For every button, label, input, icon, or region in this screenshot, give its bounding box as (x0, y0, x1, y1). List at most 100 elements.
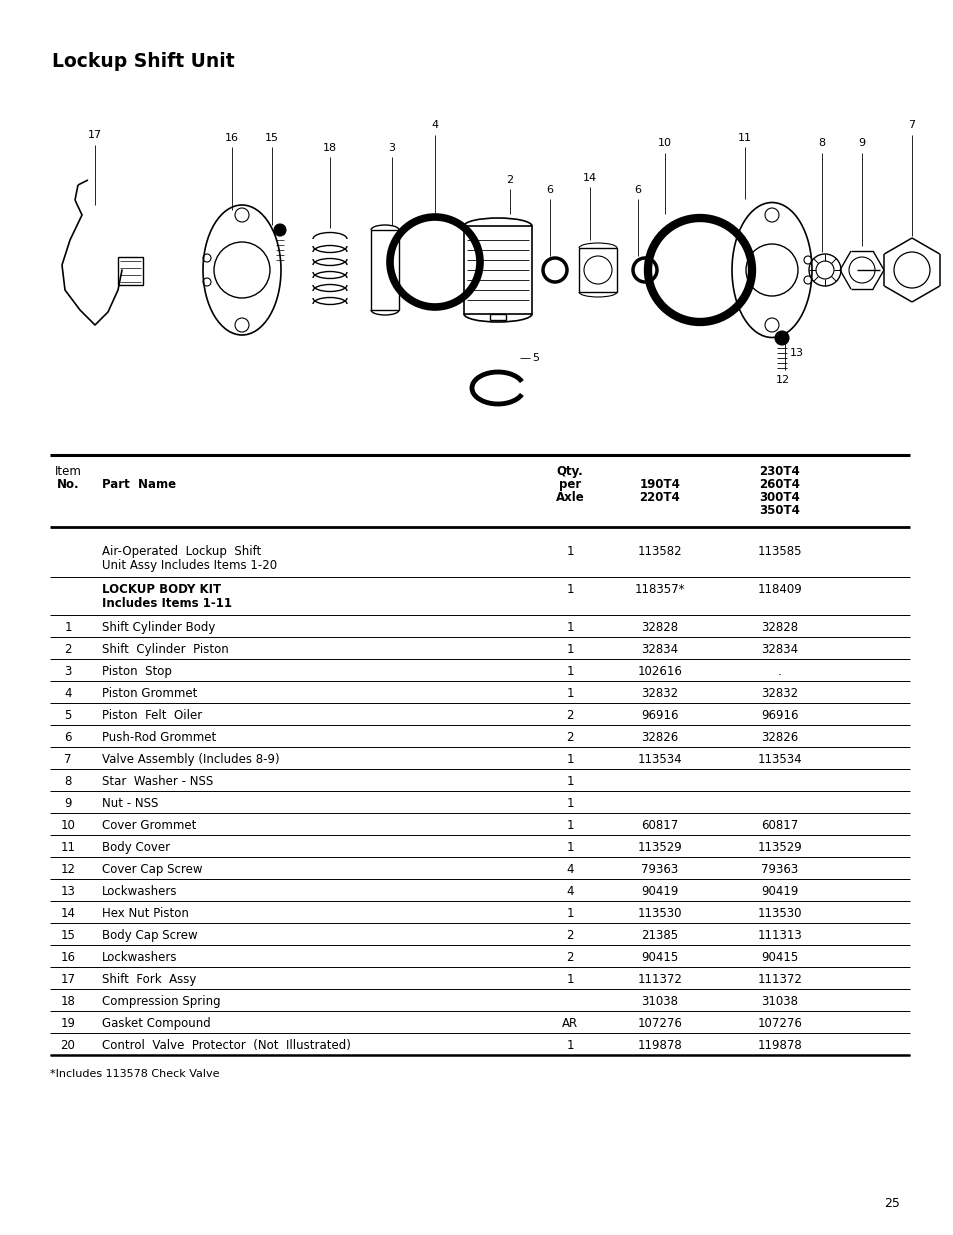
Text: 79363: 79363 (640, 863, 678, 876)
Text: 1: 1 (64, 621, 71, 634)
Text: 90419: 90419 (760, 885, 798, 898)
Text: 10: 10 (658, 138, 671, 148)
Text: 1: 1 (566, 545, 573, 558)
Text: 5: 5 (532, 353, 538, 363)
Text: 350T4: 350T4 (759, 504, 800, 517)
Text: 107276: 107276 (757, 1016, 801, 1030)
Text: Axle: Axle (555, 492, 584, 504)
Text: Lockwashers: Lockwashers (102, 885, 177, 898)
Text: Unit Assy Includes Items 1-20: Unit Assy Includes Items 1-20 (102, 559, 276, 572)
Text: 32828: 32828 (640, 621, 678, 634)
Text: 118357*: 118357* (634, 583, 684, 597)
Text: 6: 6 (634, 185, 640, 195)
Text: 20: 20 (60, 1039, 75, 1052)
Text: 220T4: 220T4 (639, 492, 679, 504)
Text: Lockwashers: Lockwashers (102, 951, 177, 965)
Text: 4: 4 (431, 120, 438, 130)
Text: LOCKUP BODY KIT: LOCKUP BODY KIT (102, 583, 221, 597)
Text: 18: 18 (323, 143, 336, 153)
Text: 32826: 32826 (640, 731, 678, 743)
Text: 4: 4 (566, 885, 573, 898)
Text: 1: 1 (566, 621, 573, 634)
Text: *Includes 113578 Check Valve: *Includes 113578 Check Valve (50, 1070, 219, 1079)
Text: 60817: 60817 (760, 819, 798, 832)
Text: 111313: 111313 (757, 929, 801, 942)
Text: 32826: 32826 (760, 731, 798, 743)
Text: 230T4: 230T4 (759, 466, 800, 478)
Text: 2: 2 (506, 175, 513, 185)
Text: 25: 25 (883, 1197, 899, 1210)
Bar (371, 230, 398, 310)
Text: Shift  Cylinder  Piston: Shift Cylinder Piston (102, 643, 229, 656)
Text: 3: 3 (64, 664, 71, 678)
Text: Item: Item (54, 466, 81, 478)
Text: 16: 16 (225, 133, 239, 143)
Text: 113530: 113530 (757, 906, 801, 920)
Text: 13: 13 (60, 885, 75, 898)
Text: 300T4: 300T4 (759, 492, 800, 504)
Text: 15: 15 (265, 133, 278, 143)
Text: 260T4: 260T4 (759, 478, 800, 492)
Text: 16: 16 (60, 951, 75, 965)
Text: 19: 19 (60, 1016, 75, 1030)
Text: 79363: 79363 (760, 863, 798, 876)
Text: 12: 12 (775, 375, 789, 385)
Text: 113529: 113529 (757, 841, 801, 853)
Text: 1: 1 (566, 973, 573, 986)
Text: 32834: 32834 (640, 643, 678, 656)
Bar (578, 248, 617, 291)
Text: 107276: 107276 (637, 1016, 681, 1030)
Text: Gasket Compound: Gasket Compound (102, 1016, 211, 1030)
Bar (118, 257, 143, 285)
Text: 15: 15 (60, 929, 75, 942)
Text: Shift Cylinder Body: Shift Cylinder Body (102, 621, 215, 634)
Text: Piston  Felt  Oiler: Piston Felt Oiler (102, 709, 202, 722)
Text: Piston Grommet: Piston Grommet (102, 687, 197, 700)
Text: 11: 11 (60, 841, 75, 853)
Text: 6: 6 (64, 731, 71, 743)
Bar (490, 314, 505, 320)
Text: Compression Spring: Compression Spring (102, 995, 220, 1008)
Text: 119878: 119878 (757, 1039, 801, 1052)
Text: 14: 14 (60, 906, 75, 920)
Text: 1: 1 (566, 776, 573, 788)
Text: AR: AR (561, 1016, 578, 1030)
Text: 1: 1 (566, 687, 573, 700)
Text: 21385: 21385 (640, 929, 678, 942)
Text: Piston  Stop: Piston Stop (102, 664, 172, 678)
Text: 6: 6 (546, 185, 553, 195)
Text: 90415: 90415 (640, 951, 678, 965)
Text: 12: 12 (60, 863, 75, 876)
Text: per: per (558, 478, 580, 492)
Text: 113534: 113534 (637, 753, 681, 766)
Text: 32834: 32834 (760, 643, 798, 656)
Text: 1: 1 (566, 797, 573, 810)
Text: 60817: 60817 (640, 819, 678, 832)
Text: 4: 4 (64, 687, 71, 700)
Text: Qty.: Qty. (556, 466, 583, 478)
Text: 2: 2 (566, 951, 573, 965)
Text: Nut - NSS: Nut - NSS (102, 797, 158, 810)
Text: 3: 3 (388, 143, 395, 153)
Text: 113585: 113585 (757, 545, 801, 558)
Text: 9: 9 (64, 797, 71, 810)
Text: 113530: 113530 (638, 906, 681, 920)
Text: 90419: 90419 (640, 885, 678, 898)
Text: 96916: 96916 (640, 709, 678, 722)
Text: 1: 1 (566, 841, 573, 853)
Text: 119878: 119878 (637, 1039, 681, 1052)
Text: 1: 1 (566, 583, 573, 597)
Text: Star  Washer - NSS: Star Washer - NSS (102, 776, 213, 788)
Text: 4: 4 (566, 863, 573, 876)
Text: 90415: 90415 (760, 951, 798, 965)
Text: 32828: 32828 (760, 621, 798, 634)
Text: Cover Cap Screw: Cover Cap Screw (102, 863, 202, 876)
Text: Body Cap Screw: Body Cap Screw (102, 929, 197, 942)
Text: 113534: 113534 (757, 753, 801, 766)
Text: 1: 1 (566, 753, 573, 766)
Text: 17: 17 (60, 973, 75, 986)
Text: 1: 1 (566, 664, 573, 678)
Text: 31038: 31038 (760, 995, 798, 1008)
Text: Cover Grommet: Cover Grommet (102, 819, 196, 832)
Text: 2: 2 (566, 709, 573, 722)
